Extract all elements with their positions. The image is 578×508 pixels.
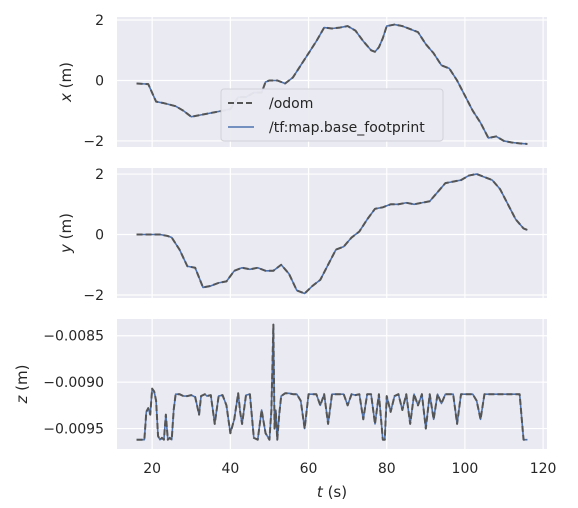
y-axis-label: z (m) <box>13 365 31 405</box>
y-axis-label-variable: x <box>57 93 75 103</box>
y-axis-label-unit: (m) <box>57 62 75 93</box>
y-tick-label: 2 <box>95 167 104 183</box>
x-tick-label: 80 <box>378 461 396 477</box>
x-tick-label: 60 <box>300 461 318 477</box>
y-tick-label: 2 <box>95 13 104 29</box>
y-axis-label: x (m) <box>57 62 75 103</box>
y-axis-label: y (m) <box>57 213 75 254</box>
legend-label: /odom <box>269 96 313 112</box>
x-tick-label: 40 <box>221 461 239 477</box>
subplot-3: 20 40 60 80 100 120 −0.0085 −0.0090 −0.0095 z (m)… <box>13 319 556 501</box>
y-tick-label: −0.0095 <box>43 422 104 438</box>
y-tick-label: 0 <box>95 228 104 244</box>
x-tick-label: 100 <box>452 461 479 477</box>
x-axis-label-unit: (s) <box>323 483 347 501</box>
subplot-2: −2 0 2 y (m) <box>57 167 547 304</box>
y-tick-label: −2 <box>83 134 104 150</box>
y-axis-label-unit: (m) <box>13 365 31 396</box>
y-tick-label: −0.0090 <box>43 375 104 391</box>
x-tick-label: 20 <box>143 461 161 477</box>
x-tick-label: 120 <box>530 461 557 477</box>
legend: /odom/tf:map.base_footprint <box>221 89 443 141</box>
plot-area <box>117 319 547 449</box>
legend-label: /tf:map.base_footprint <box>269 120 425 136</box>
y-tick-label: 0 <box>95 73 104 89</box>
y-axis-label-unit: (m) <box>57 213 75 244</box>
plot-area <box>117 168 547 298</box>
y-tick-label: −2 <box>83 288 104 304</box>
y-tick-label: −0.0085 <box>43 329 104 345</box>
subplot-1: −2 0 2 x (m) /odom/tf:map.base_footprint <box>57 13 547 150</box>
x-axis-label: t (s) <box>317 483 347 501</box>
